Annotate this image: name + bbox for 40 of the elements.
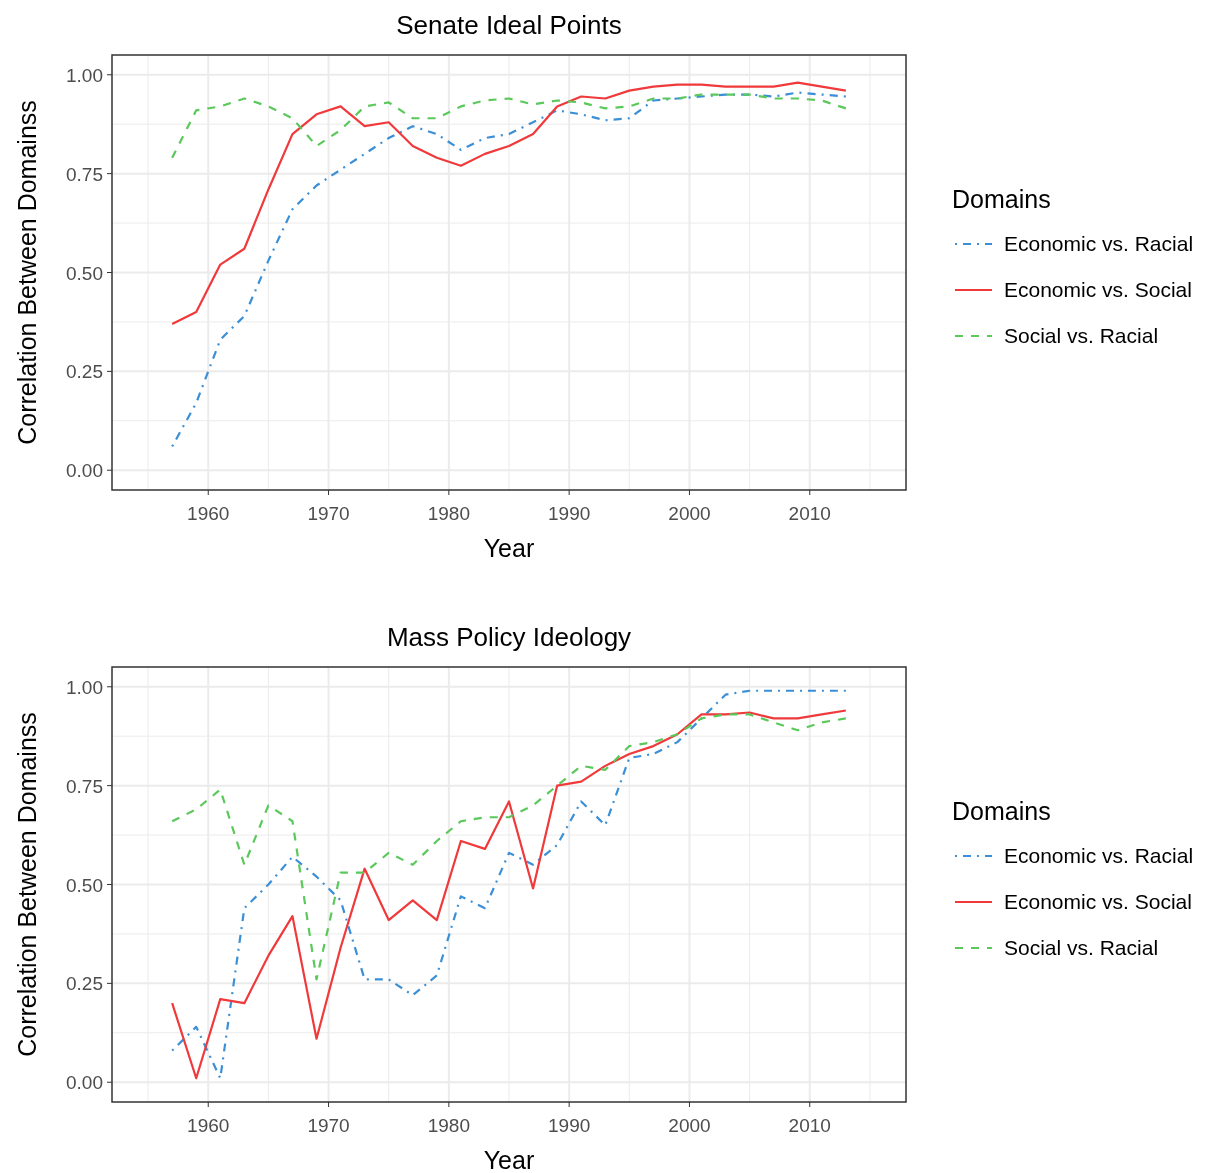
y-tick-label: 0.00: [66, 460, 103, 482]
x-tick-label: 2010: [788, 1115, 831, 1136]
y-tick-label: 0.50: [66, 874, 103, 896]
y-tick-label: 1.00: [66, 64, 103, 86]
legend-label: Economic vs. Social: [1004, 890, 1192, 913]
y-tick-label: 0.75: [66, 163, 103, 185]
legend-title: Domains: [952, 797, 1051, 825]
x-tick-label: 1980: [427, 1115, 470, 1136]
x-axis-title: Year: [483, 1146, 535, 1173]
y-tick-label: 0.25: [66, 973, 103, 995]
x-tick-label: 1970: [307, 503, 350, 524]
legend-label: Economic vs. Racial: [1004, 232, 1194, 255]
x-tick-label: 1960: [187, 1115, 230, 1136]
chart-title: Senate Ideal Points: [396, 10, 622, 40]
y-axis-title: Correlation Between Domainss: [13, 712, 41, 1057]
y-tick-label: 0.25: [66, 361, 103, 383]
y-tick-label: 0.00: [66, 1072, 103, 1094]
y-axis-title: Correlation Between Domainss: [13, 100, 41, 445]
line-series: [171, 91, 847, 448]
x-tick-label: 1990: [548, 503, 591, 524]
x-tick-label: 1980: [427, 503, 470, 524]
x-tick-label: 2010: [788, 503, 831, 524]
line-series: [171, 81, 847, 326]
line-series: [171, 713, 847, 981]
legend-label: Economic vs. Social: [1004, 278, 1192, 301]
y-tick-label: 0.50: [66, 262, 103, 284]
x-tick-label: 1970: [307, 1115, 350, 1136]
y-tick-label: 0.75: [66, 775, 103, 797]
line-series: [171, 93, 847, 159]
x-axis-title: Year: [483, 534, 535, 562]
legend-label: Economic vs. Racial: [1004, 844, 1194, 867]
legend-label: Social vs. Racial: [1004, 324, 1159, 347]
x-tick-label: 2000: [668, 1115, 711, 1136]
y-tick-label: 1.00: [66, 676, 103, 698]
x-tick-label: 1990: [548, 1115, 591, 1136]
chart-title: Mass Policy Ideology: [386, 622, 632, 652]
x-tick-label: 1960: [187, 503, 230, 524]
legend-label: Social vs. Racial: [1004, 936, 1159, 959]
x-tick-label: 2000: [668, 503, 711, 524]
legend-title: Domains: [952, 185, 1051, 213]
